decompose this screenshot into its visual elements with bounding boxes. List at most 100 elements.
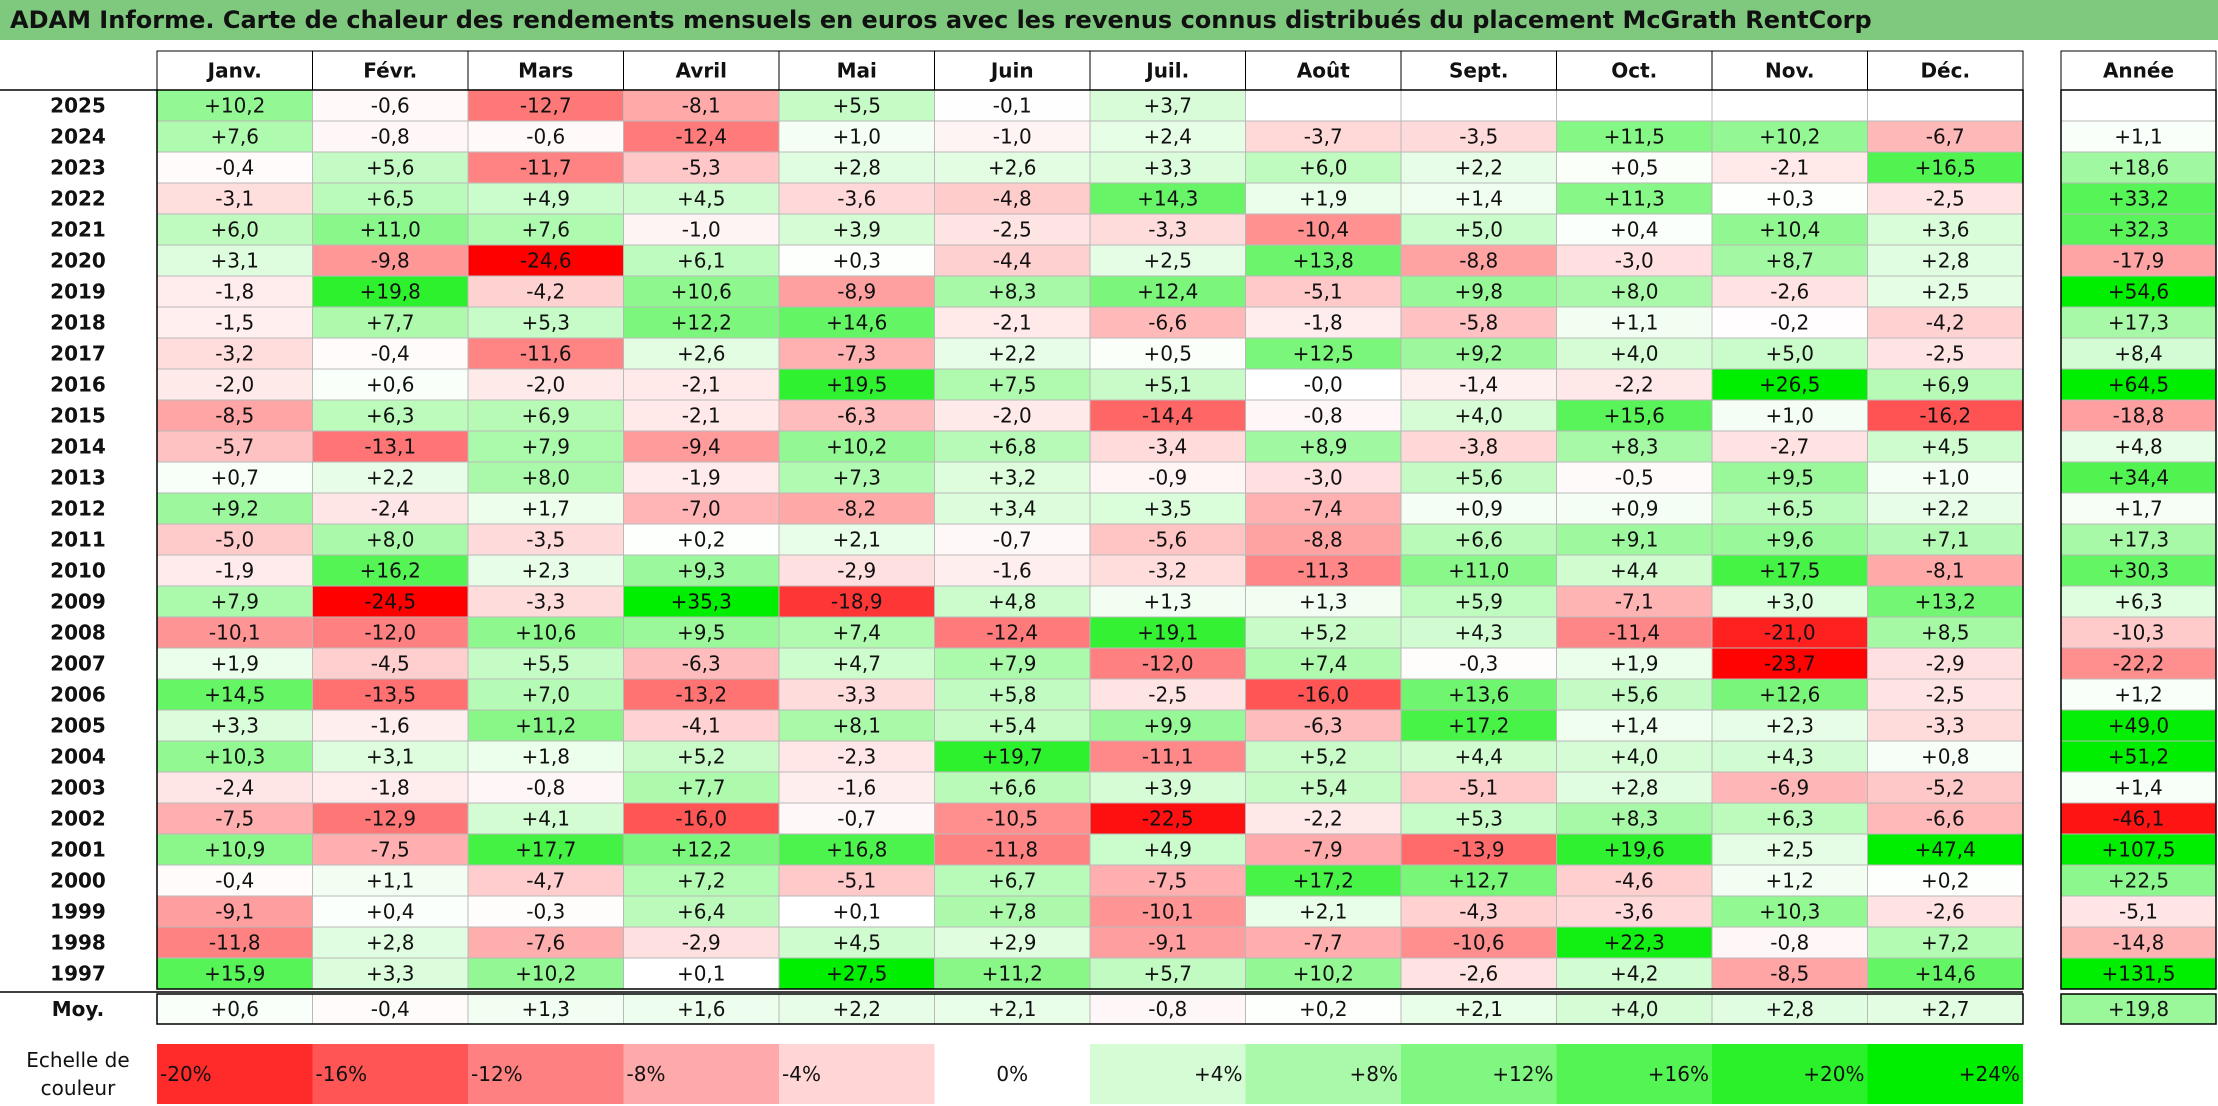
average-cell [934,993,1091,1025]
heatmap-cell [1711,926,1868,959]
cell-value: +7,6 [521,218,570,242]
heatmap-cell [1867,647,2024,680]
cell-value: +1,9 [1299,187,1348,211]
heatmap-cell [1089,554,1246,587]
heatmap-cell [1245,151,1402,184]
cell-value: -3,3 [837,683,876,707]
cell-value: -4,7 [526,869,565,893]
grid-border [156,89,2024,990]
cell-value: -11,8 [986,838,1038,862]
cell-value: -0,5 [1615,466,1654,490]
cell-value: +3,9 [1143,776,1192,800]
heatmap-cell [156,89,313,122]
cell-value: +6,9 [521,404,570,428]
heatmap-cell [467,647,624,680]
cell-value: -0,4 [371,342,410,366]
cell-value: +6,5 [1765,497,1814,521]
cell-value: -1,0 [993,125,1032,149]
heatmap-cell [156,802,313,835]
scale-value: +8% [1350,1062,1399,1086]
annual-value: -22,2 [2113,652,2165,676]
cell-value: +26,5 [1759,373,1820,397]
cell-value: +11,5 [1604,125,1665,149]
heatmap-cell [623,430,780,463]
heatmap-cell [934,120,1091,153]
cell-value: +6,7 [988,869,1037,893]
cell-value: +7,4 [1299,652,1348,676]
heatmap-cell [934,182,1091,215]
heatmap-cell [623,957,780,990]
cell-value: +3,6 [1921,218,1970,242]
annual-value: +18,6 [2108,156,2169,180]
heatmap-cell [312,399,469,432]
cell-value: +9,1 [1610,528,1659,552]
annual-cell [2060,585,2217,618]
heatmap-cell [467,523,624,556]
cell-value: -24,6 [520,249,572,273]
cell-value: -11,4 [1608,621,1660,645]
annual-value: +33,2 [2108,187,2169,211]
month-header-label: Oct. [1611,59,1657,83]
annual-cell [2060,926,2217,959]
heatmap-cell [1245,399,1402,432]
cell-value: +1,9 [1610,652,1659,676]
cell-value: +12,4 [1137,280,1198,304]
cell-value: +4,5 [832,931,881,955]
cell-value: -8,8 [1459,249,1498,273]
heatmap-cell [1400,492,1557,525]
cell-value: -6,6 [1926,807,1965,831]
heatmap-cell [934,368,1091,401]
heatmap-cell [1089,647,1246,680]
heatmap-cell [1867,399,2024,432]
heatmap-cell [1245,957,1402,990]
month-header-label: Mars [518,59,573,83]
heatmap-cell [312,709,469,742]
heatmap-cell [623,368,780,401]
cell-value: +9,6 [1765,528,1814,552]
cell-value: +12,2 [671,838,732,862]
cell-value: -7,3 [837,342,876,366]
cell-value: +3,1 [366,745,415,769]
cell-value: -2,7 [1770,435,1809,459]
month-header-label: Août [1297,59,1350,83]
row-year-label: 1997 [50,962,106,986]
cell-value: -2,5 [993,218,1032,242]
month-header-label: Avril [676,59,727,83]
cell-value: -9,8 [371,249,410,273]
cell-value: +10,2 [204,94,265,118]
cell-value: -2,5 [1926,342,1965,366]
heatmap-cell [1400,306,1557,339]
row-year-label: 2020 [50,249,106,273]
annual-cell [2060,430,2217,463]
cell-value: +0,3 [832,249,881,273]
cell-value: -5,8 [1459,311,1498,335]
heatmap-cell [1245,554,1402,587]
cell-value: -2,9 [1926,652,1965,676]
cell-value: +8,0 [521,466,570,490]
cell-value: +7,0 [521,683,570,707]
cell-value: +5,0 [1454,218,1503,242]
row-year-label: 2012 [50,497,106,521]
heatmap-cell [623,678,780,711]
heatmap-cell [1400,554,1557,587]
heatmap-cell [623,709,780,742]
cell-value: +3,3 [366,962,415,986]
cell-value: -10,4 [1297,218,1349,242]
heatmap-cell [1867,740,2024,773]
cell-value: +6,3 [366,404,415,428]
row-year-label: 2024 [50,125,106,149]
cell-value: -0,8 [526,776,565,800]
cell-value: +6,6 [988,776,1037,800]
row-year-label: 2000 [50,869,106,893]
cell-value: +7,1 [1921,528,1970,552]
heatmap-cell [1245,926,1402,959]
cell-value: +4,7 [832,652,881,676]
cell-value: -0,4 [215,156,254,180]
heatmap-cell [467,926,624,959]
heatmap-cell [1400,771,1557,804]
heatmap-cell [156,492,313,525]
cell-value: +2,3 [521,559,570,583]
average-value: +1,6 [677,997,726,1021]
heatmap-cell [778,523,935,556]
scale-swatch [1556,1044,1712,1104]
